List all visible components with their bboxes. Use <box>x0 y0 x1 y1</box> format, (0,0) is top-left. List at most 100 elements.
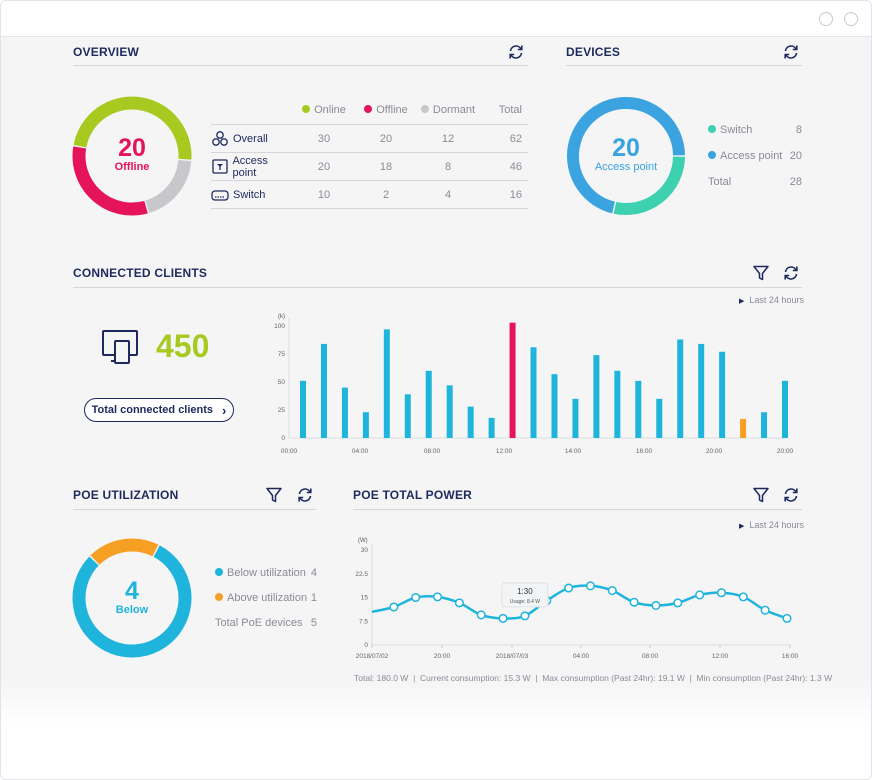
x-tick-label: 14:00 <box>565 448 582 455</box>
col-total: Total <box>498 104 522 116</box>
donut-segment-online[interactable] <box>73 96 192 160</box>
donut-segment-below[interactable] <box>72 545 192 658</box>
cell-value: 10 <box>317 188 331 201</box>
legend-below: Below utilization 4 <box>215 567 317 592</box>
donut-segment-offline[interactable] <box>72 146 148 216</box>
cell-value: 20 <box>317 160 331 173</box>
legend-switch: Switch 8 <box>708 124 802 150</box>
donut-segment-switch[interactable] <box>613 156 685 215</box>
bar[interactable] <box>341 387 348 438</box>
x-tick-label: 04:00 <box>573 653 590 660</box>
bar[interactable] <box>740 418 747 438</box>
bar[interactable] <box>719 351 726 438</box>
bar[interactable] <box>320 343 327 438</box>
devices-legend: Switch 8 Access point 20 Total 28 <box>708 124 802 202</box>
data-point[interactable] <box>716 588 727 598</box>
overview-table-header: Online Offline Dormant Total <box>211 104 528 118</box>
poe-utilization-title: POE UTILIZATION <box>73 488 179 502</box>
refresh-icon[interactable] <box>782 264 800 282</box>
col-offline: Offline <box>355 104 417 118</box>
cell-value: 4 <box>444 188 452 201</box>
bar[interactable] <box>425 370 432 438</box>
data-point[interactable] <box>389 602 399 612</box>
data-point[interactable] <box>432 592 443 602</box>
data-point[interactable] <box>651 600 661 610</box>
tooltip-time: 1:30 <box>517 587 533 596</box>
legend-total: Total 28 <box>708 176 802 188</box>
below-label: Below <box>115 604 149 616</box>
bar[interactable] <box>300 380 306 438</box>
access-point-icon <box>212 159 228 174</box>
row-label: Overall <box>233 132 268 145</box>
donut-segment-access_point[interactable] <box>567 97 685 214</box>
clients-title: CONNECTED CLIENTS <box>73 266 208 280</box>
bar[interactable] <box>383 329 390 438</box>
bar[interactable] <box>509 322 516 438</box>
x-tick-label: 00:00 <box>281 448 298 455</box>
bar[interactable] <box>593 355 600 438</box>
data-point[interactable] <box>738 592 748 602</box>
refresh-icon[interactable] <box>782 43 800 61</box>
data-point[interactable] <box>564 583 574 593</box>
bar[interactable] <box>488 417 495 438</box>
bar[interactable] <box>362 412 369 438</box>
y-tick-label: 30 <box>361 547 369 554</box>
bar[interactable] <box>698 343 705 438</box>
refresh-icon[interactable] <box>782 486 800 504</box>
data-point[interactable] <box>585 581 595 591</box>
data-point[interactable] <box>695 590 705 600</box>
cell-total: 62 <box>509 132 522 145</box>
refresh-icon[interactable] <box>296 486 314 504</box>
data-point[interactable] <box>760 605 770 615</box>
switch-icon <box>211 190 229 201</box>
total-connected-clients-button[interactable]: Total connected clients › <box>84 398 234 422</box>
x-tick-label: 12:00 <box>496 448 513 455</box>
bar[interactable] <box>614 370 621 438</box>
bar[interactable] <box>404 394 411 438</box>
donut-segment-above[interactable] <box>90 538 159 565</box>
window-button-minimize[interactable] <box>819 12 833 26</box>
clients-range[interactable]: ▶ Last 24 hours <box>739 295 804 305</box>
clients-bar-chart: (k) 0 25 50 75 100 00:00 04:00 08:00 12:00 14:00 16… <box>274 314 793 455</box>
devices-donut-center: 20 Access point <box>576 135 676 173</box>
x-tick-label: 16:00 <box>636 448 653 455</box>
data-point[interactable] <box>520 611 530 621</box>
col-dormant: Dormant <box>417 104 479 118</box>
refresh-icon[interactable] <box>507 43 525 61</box>
bar[interactable] <box>635 380 642 438</box>
devices-title: DEVICES <box>566 45 621 59</box>
bar[interactable] <box>467 406 474 438</box>
data-point[interactable] <box>782 613 792 623</box>
bar[interactable] <box>782 380 788 438</box>
bar[interactable] <box>446 385 453 438</box>
data-point[interactable] <box>411 592 421 603</box>
window-button-close[interactable] <box>844 12 858 26</box>
access-point-count: 20 <box>612 134 640 162</box>
bottom-fade <box>1 681 871 779</box>
bar[interactable] <box>677 339 684 438</box>
data-point[interactable] <box>607 585 617 596</box>
y-tick-label: 7.5 <box>359 618 368 625</box>
data-point[interactable] <box>498 613 508 623</box>
data-point[interactable] <box>476 610 486 620</box>
data-point[interactable] <box>629 597 639 607</box>
y-tick-label: 25 <box>278 407 286 414</box>
y-tick-label: 100 <box>274 323 285 330</box>
data-point[interactable] <box>673 598 683 608</box>
poe-legend: Below utilization 4 Above utilization 1 To… <box>215 567 317 642</box>
bar[interactable] <box>530 347 537 438</box>
filter-icon[interactable] <box>265 486 283 504</box>
x-tick-label: 08:00 <box>642 653 659 660</box>
bar[interactable] <box>551 374 558 438</box>
divider <box>353 509 802 510</box>
legend-above: Above utilization 1 <box>215 592 317 617</box>
filter-icon[interactable] <box>752 264 770 282</box>
bar[interactable] <box>572 398 579 438</box>
data-point[interactable] <box>454 598 464 608</box>
bar[interactable] <box>761 412 768 438</box>
footer-current: Current consumption: 15.3 W <box>420 673 531 683</box>
filter-icon[interactable] <box>752 486 770 504</box>
bar[interactable] <box>656 398 663 438</box>
donut-segment-dormant[interactable] <box>145 159 192 213</box>
poe-range[interactable]: ▶ Last 24 hours <box>739 520 804 530</box>
